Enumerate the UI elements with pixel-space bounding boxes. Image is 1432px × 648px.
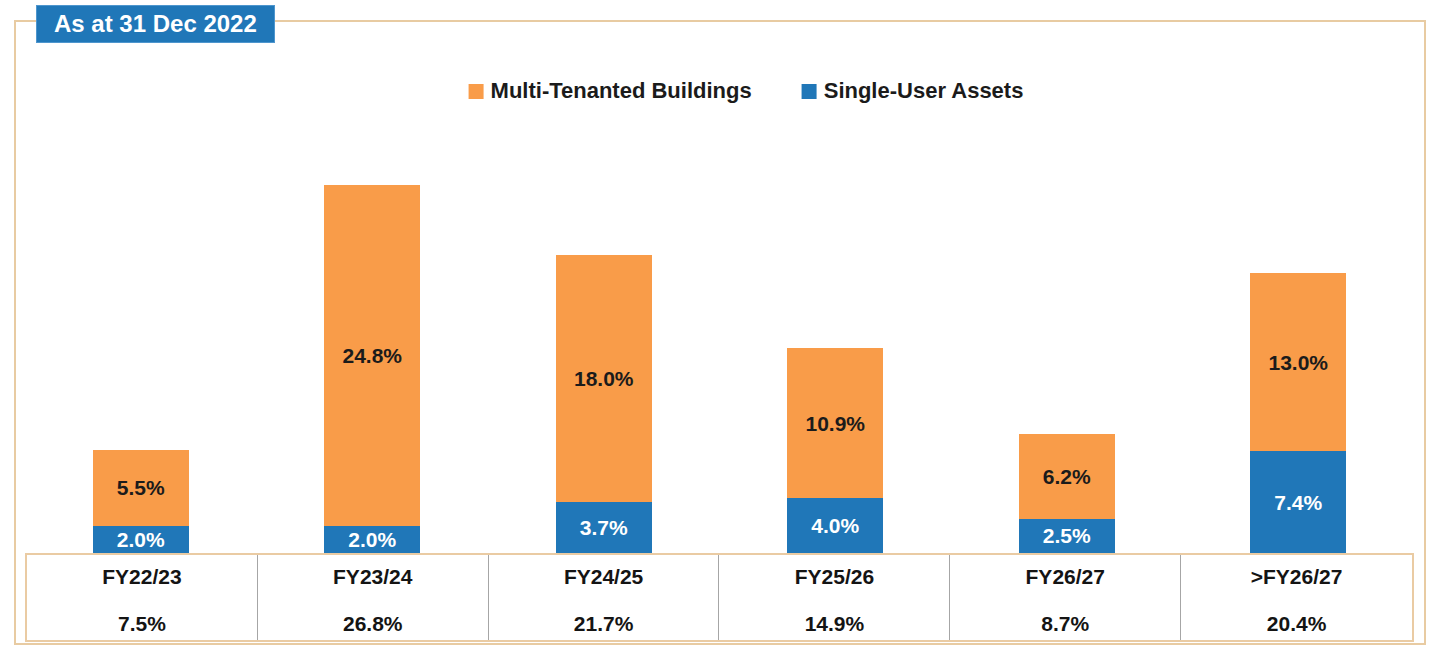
segment-single-user: 3.7%	[556, 502, 652, 553]
segment-multi-tenanted: 10.9%	[787, 348, 883, 498]
segment-value-label: 2.5%	[1043, 525, 1091, 546]
segment-value-label: 13.0%	[1268, 352, 1328, 373]
segment-value-label: 6.2%	[1043, 466, 1091, 487]
segment-value-label: 7.4%	[1274, 492, 1322, 513]
segment-single-user: 2.0%	[93, 526, 189, 553]
bar-FY2526: 10.9% 4.0%	[787, 348, 883, 553]
plot-area: 5.5% 2.0% 24.8% 2.0% 18.0% 3.7% 10.9% 4.0% 6.2% 2…	[0, 0, 1432, 648]
segment-value-label: 18.0%	[574, 368, 634, 389]
bar-FY2627: 13.0% 7.4%	[1250, 273, 1346, 553]
segment-value-label: 4.0%	[811, 515, 859, 536]
segment-value-label: 3.7%	[580, 517, 628, 538]
segment-value-label: 10.9%	[805, 413, 865, 434]
segment-value-label: 2.0%	[348, 529, 396, 550]
segment-single-user: 4.0%	[787, 498, 883, 553]
date-badge: As at 31 Dec 2022	[36, 5, 275, 43]
segment-single-user: 2.0%	[324, 526, 420, 553]
segment-value-label: 5.5%	[117, 477, 165, 498]
bar-FY2324: 24.8% 2.0%	[324, 185, 420, 553]
segment-value-label: 24.8%	[342, 345, 402, 366]
segment-multi-tenanted: 13.0%	[1250, 273, 1346, 451]
segment-single-user: 7.4%	[1250, 451, 1346, 553]
bar-FY2425: 18.0% 3.7%	[556, 255, 652, 553]
segment-multi-tenanted: 6.2%	[1019, 434, 1115, 519]
segment-multi-tenanted: 18.0%	[556, 255, 652, 502]
bar-FY2223: 5.5% 2.0%	[93, 450, 189, 553]
segment-value-label: 2.0%	[117, 529, 165, 550]
segment-single-user: 2.5%	[1019, 519, 1115, 553]
segment-multi-tenanted: 24.8%	[324, 185, 420, 526]
bar-FY2627: 6.2% 2.5%	[1019, 434, 1115, 553]
segment-multi-tenanted: 5.5%	[93, 450, 189, 526]
